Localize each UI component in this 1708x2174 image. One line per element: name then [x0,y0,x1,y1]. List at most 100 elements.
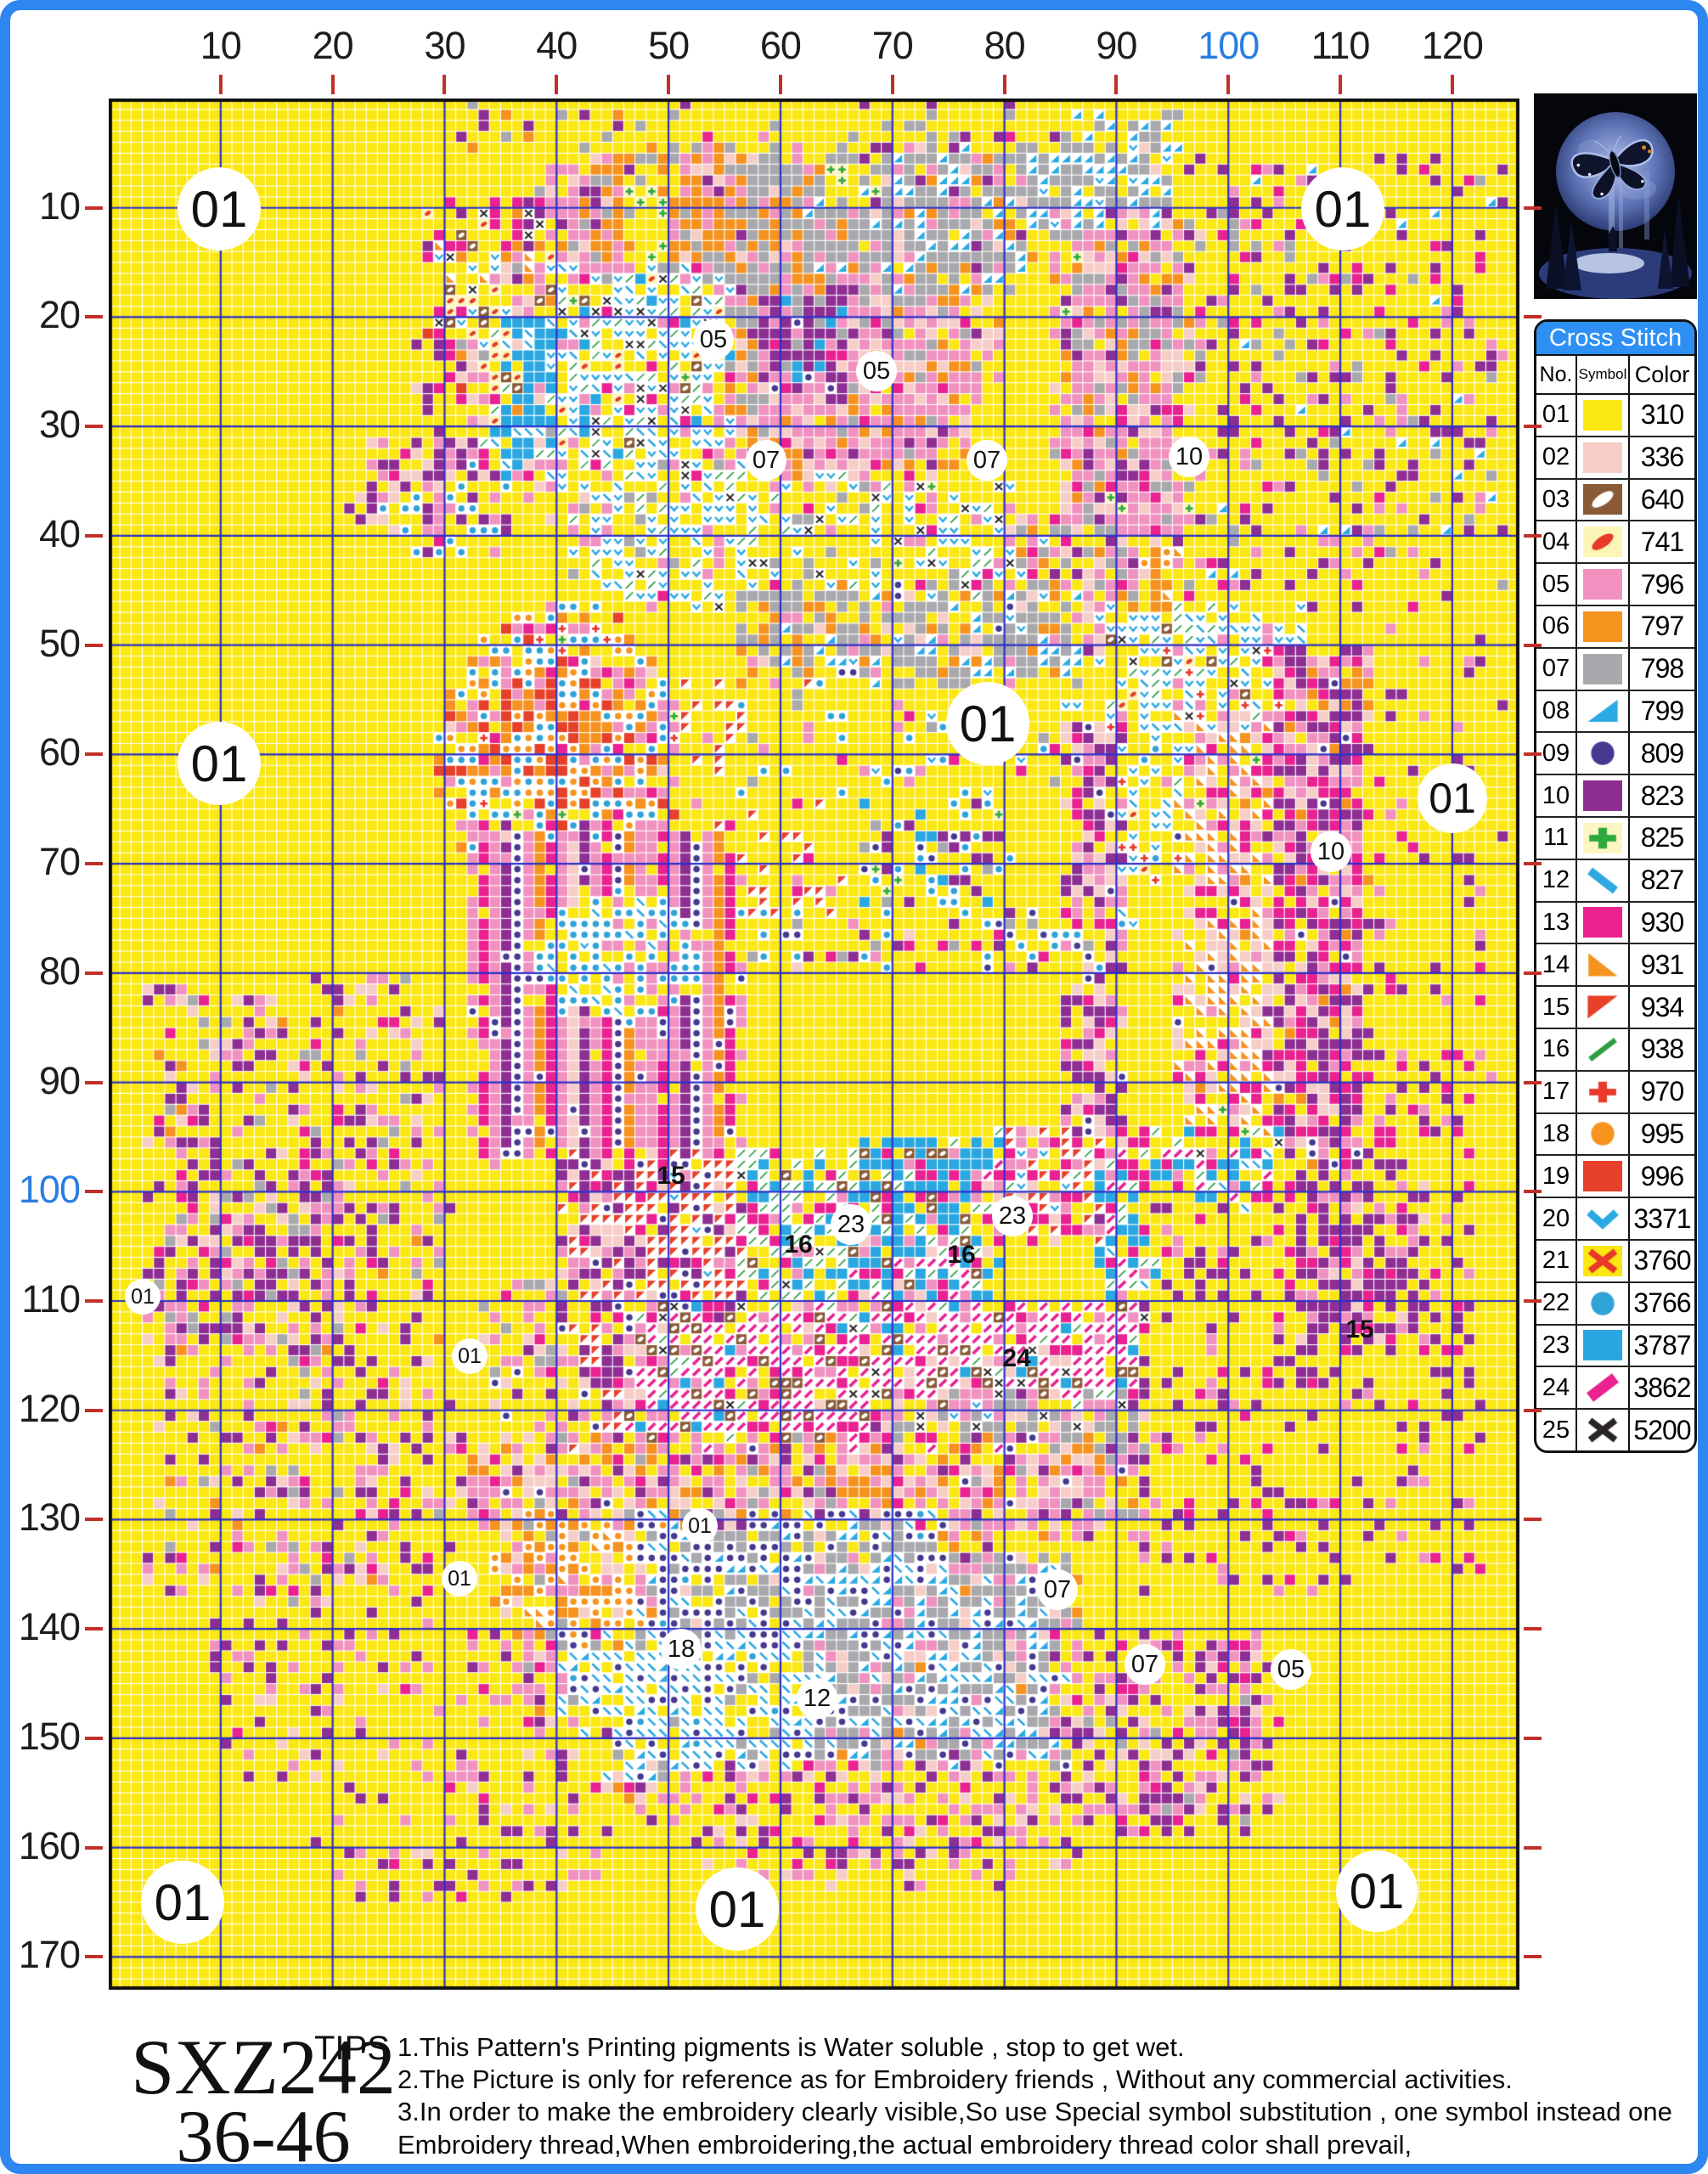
axis-top-tick [330,75,335,94]
axis-top-label-60: 60 [759,24,802,67]
axis-right-tick [1524,971,1542,975]
blue-triangle-icon [1576,690,1630,732]
legend-header-no: No. [1539,362,1573,386]
axis-top-label-10: 10 [200,24,242,67]
legend-dmc-number: 938 [1640,1033,1684,1065]
color-block-circle-10: 10 [1169,436,1209,477]
legend-row-797: 06 797 [1536,605,1694,649]
color-block-label-15: 15 [657,1162,685,1190]
axis-left-tick [85,1736,103,1740]
legend-dmc-number: 3787 [1633,1329,1691,1360]
axis-top-label-40: 40 [536,24,578,67]
axis-right-tick [1524,643,1542,647]
color-block-circle-05: 05 [856,351,897,391]
legend-dmc-number: 3760 [1633,1245,1691,1276]
legend-title: Cross Stitch [1536,322,1694,354]
legend-dmc-number: 995 [1640,1118,1684,1149]
legend-dmc-number: 741 [1640,526,1684,557]
legend-row-827: 12 827 [1536,859,1694,903]
orange-triangle-icon [1576,944,1630,986]
legend-row-3787: 23 3787 [1536,1325,1694,1368]
legend-header-symbol: Symbol [1576,356,1630,393]
color-block-circle-07: 07 [1037,1569,1078,1610]
pink-square-icon [1576,564,1630,605]
axis-left-label-60: 60 [38,730,81,774]
legend-no: 02 [1542,443,1570,471]
yellow-square-icon [1576,395,1630,436]
axis-right-tick [1524,862,1542,866]
tip-line: 3.In order to make the embroidery clearl… [397,2097,1672,2127]
axis-left-tick [85,206,103,210]
legend-no: 11 [1542,824,1570,852]
legend-no: 22 [1542,1289,1570,1317]
axis-right-tick [1524,315,1542,319]
red-x-on-yellow-icon [1576,1240,1630,1281]
blue-square-icon [1576,1325,1630,1366]
axis-top-label-110: 110 [1311,24,1371,67]
axis-left-tick [85,1299,103,1303]
preview-thumbnail [1534,93,1697,299]
pattern-code: SXZ242 36-46 [78,2028,448,2174]
axis-left-label-170: 170 [18,1933,81,1977]
axis-top-tick [890,75,894,94]
color-block-label-16: 16 [784,1231,813,1259]
legend-no: 21 [1542,1247,1570,1275]
axis-top-tick [1450,75,1454,94]
magenta-square-icon [1576,902,1630,943]
axis-left-tick [85,1518,103,1522]
legend-dmc-number: 3371 [1633,1202,1691,1234]
axis-left-tick [85,971,103,975]
color-block-circle-07: 07 [746,440,786,481]
color-block-circle-01: 01 [125,1279,161,1315]
color-block-circle-07: 07 [1125,1644,1165,1685]
axis-left-label-130: 130 [18,1495,81,1540]
color-block-circle-12: 12 [797,1678,837,1719]
legend-row-3862: 24 3862 [1536,1367,1694,1411]
axis-left-tick [85,1845,103,1850]
axis-right-tick [1524,1845,1542,1850]
blue-chevron-icon [1576,1198,1630,1239]
axis-left-tick [85,643,103,647]
legend-dmc-number: 796 [1640,568,1684,600]
axis-right-tick [1524,1408,1542,1412]
axis-right-tick [1524,533,1542,538]
legend-row-823: 10 823 [1536,775,1694,818]
legend-dmc-number: 3862 [1633,1371,1691,1403]
color-block-circle-01: 01 [452,1338,488,1374]
axis-left-label-120: 120 [18,1386,81,1430]
axis-top-tick [1339,75,1343,94]
legend-row-798: 07 798 [1536,648,1694,691]
legend-row-310: 01 310 [1536,395,1694,437]
legend-no: 13 [1542,908,1570,936]
color-block-circle-01: 01 [1301,167,1384,251]
magenta-slash-icon [1576,1367,1630,1409]
blue-dot-icon [1576,1282,1630,1324]
legend-row-970: 17 970 [1536,1071,1694,1114]
axis-left-label-100: 100 [18,1168,81,1212]
color-block-circle-01: 01 [696,1867,779,1951]
axis-right-tick [1524,425,1542,429]
legend-dmc-number: 825 [1640,822,1684,853]
butterfly-moon-image [1534,93,1697,299]
axis-top-label-100: 100 [1198,24,1260,67]
color-block-circle-18: 18 [661,1629,702,1670]
legend-row-799: 08 799 [1536,690,1694,734]
legend-dmc-number: 996 [1640,1160,1684,1191]
axis-left-tick [85,533,103,538]
legend-no: 06 [1542,612,1570,640]
legend-no: 19 [1542,1162,1570,1190]
red-leaf-icon [1576,521,1630,563]
legend-row-3760: 21 3760 [1536,1240,1694,1283]
pale-pink-square-icon [1576,436,1630,478]
legend-row-938: 16 938 [1536,1028,1694,1072]
legend-no: 17 [1542,1078,1570,1106]
legend-dmc-number: 798 [1640,653,1684,684]
axis-left-label-150: 150 [18,1714,81,1758]
axis-top-tick [555,75,559,94]
tip-line: Embroidery thread,When embroidering,the … [397,2129,1412,2160]
legend-dmc-number: 310 [1640,399,1684,431]
legend-row-934: 15 934 [1536,987,1694,1029]
axis-left-label-90: 90 [38,1058,81,1102]
